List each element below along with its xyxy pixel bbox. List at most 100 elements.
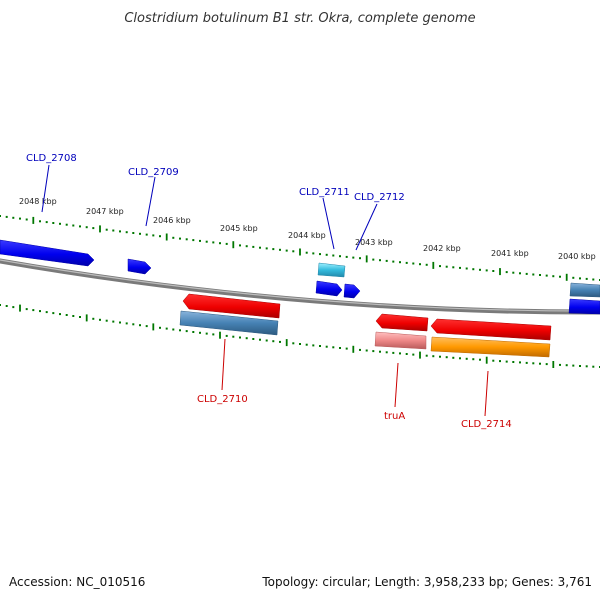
minor-tick xyxy=(332,346,335,349)
minor-tick xyxy=(405,353,408,355)
gene-cld-2711[interactable] xyxy=(315,280,343,297)
minor-tick xyxy=(412,262,415,265)
minor-tick xyxy=(472,358,475,361)
minor-tick xyxy=(112,320,115,323)
gene-cld-2708[interactable] xyxy=(0,239,95,267)
minor-tick xyxy=(445,265,448,268)
minor-tick xyxy=(232,335,235,338)
minor-tick xyxy=(252,338,255,340)
leader-trua xyxy=(394,362,399,408)
gene-label-cld-2712[interactable]: CLD_2712 xyxy=(354,192,405,203)
minor-tick xyxy=(92,227,95,230)
gene-cld-2710[interactable] xyxy=(182,293,281,319)
gene-label-cld-2714[interactable]: CLD_2714 xyxy=(461,419,512,430)
major-tick xyxy=(165,233,168,241)
minor-tick xyxy=(119,230,121,233)
minor-tick xyxy=(212,241,215,244)
major-tick xyxy=(565,273,568,281)
minor-tick xyxy=(265,247,268,250)
feature-cld-2711 xyxy=(317,262,346,278)
minor-tick xyxy=(459,266,461,269)
gene-label-cld-2711[interactable]: CLD_2711 xyxy=(299,187,350,198)
feature-edge-forward xyxy=(569,282,600,298)
minor-tick xyxy=(152,234,155,237)
minor-tick xyxy=(172,328,175,331)
gene-label-cld-2709[interactable]: CLD_2709 xyxy=(128,167,179,178)
minor-tick xyxy=(159,326,161,329)
minor-tick xyxy=(172,236,175,239)
minor-tick xyxy=(359,257,361,260)
minor-tick xyxy=(392,351,395,354)
tick-label: 2042 kbp xyxy=(423,244,461,253)
minor-tick xyxy=(325,253,328,256)
minor-tick xyxy=(565,364,568,367)
minor-tick xyxy=(345,255,348,258)
minor-tick xyxy=(339,255,341,258)
minor-tick xyxy=(0,215,1,217)
minor-tick xyxy=(399,352,401,355)
minor-tick xyxy=(139,324,141,327)
minor-tick xyxy=(539,274,541,276)
gene-edge-forward[interactable] xyxy=(568,298,600,315)
minor-tick xyxy=(72,315,75,317)
tick-label: 2043 kbp xyxy=(355,238,393,247)
minor-tick xyxy=(545,274,548,277)
minor-tick xyxy=(32,309,35,312)
gene-label-cld-2708[interactable]: CLD_2708 xyxy=(26,153,77,164)
major-tick xyxy=(19,304,21,312)
minor-tick xyxy=(465,357,468,360)
minor-tick xyxy=(59,222,61,225)
minor-tick xyxy=(185,238,188,241)
minor-tick xyxy=(405,261,408,264)
minor-tick xyxy=(12,306,15,309)
major-tick xyxy=(99,225,101,233)
gene-cld-2714[interactable] xyxy=(430,318,552,341)
minor-tick xyxy=(145,233,148,236)
minor-tick xyxy=(292,342,295,345)
minor-tick xyxy=(252,245,255,248)
gene-cld-2712[interactable] xyxy=(343,283,361,299)
major-tick xyxy=(552,361,555,368)
leader-cld-2709 xyxy=(145,176,156,227)
minor-tick xyxy=(532,362,535,365)
minor-tick xyxy=(165,327,168,330)
feature-trua xyxy=(374,331,427,350)
minor-tick xyxy=(125,322,128,325)
minor-tick xyxy=(592,278,595,281)
minor-tick xyxy=(205,240,208,243)
minor-tick xyxy=(112,229,115,232)
gene-cld-2709[interactable] xyxy=(127,258,152,275)
minor-tick xyxy=(185,330,188,333)
minor-tick xyxy=(325,345,328,348)
genome-backbone xyxy=(0,258,600,315)
gene-label-trua[interactable]: truA xyxy=(384,411,405,422)
minor-tick xyxy=(525,272,528,275)
major-tick xyxy=(499,268,501,276)
tick-label: 2045 kbp xyxy=(220,224,258,233)
minor-tick xyxy=(425,263,428,266)
minor-tick xyxy=(312,344,315,347)
minor-tick xyxy=(105,228,108,231)
lower-tick-scale xyxy=(0,304,600,368)
minor-tick xyxy=(452,356,455,359)
minor-tick xyxy=(179,329,181,332)
minor-tick xyxy=(272,340,275,343)
major-tick xyxy=(365,255,368,263)
minor-tick xyxy=(292,250,295,253)
minor-tick xyxy=(65,314,68,316)
minor-tick xyxy=(5,305,8,307)
minor-tick xyxy=(385,351,388,354)
gene-label-cld-2710[interactable]: CLD_2710 xyxy=(197,394,248,405)
major-tick xyxy=(432,261,435,269)
minor-tick xyxy=(559,363,561,366)
minor-tick xyxy=(145,325,148,328)
minor-tick xyxy=(132,232,135,234)
minor-tick xyxy=(239,244,241,247)
reverse-genes xyxy=(179,293,552,358)
minor-tick xyxy=(219,242,221,245)
minor-tick xyxy=(132,323,135,326)
minor-tick xyxy=(179,237,181,240)
minor-tick xyxy=(559,275,561,278)
gene-trua[interactable] xyxy=(375,313,429,332)
